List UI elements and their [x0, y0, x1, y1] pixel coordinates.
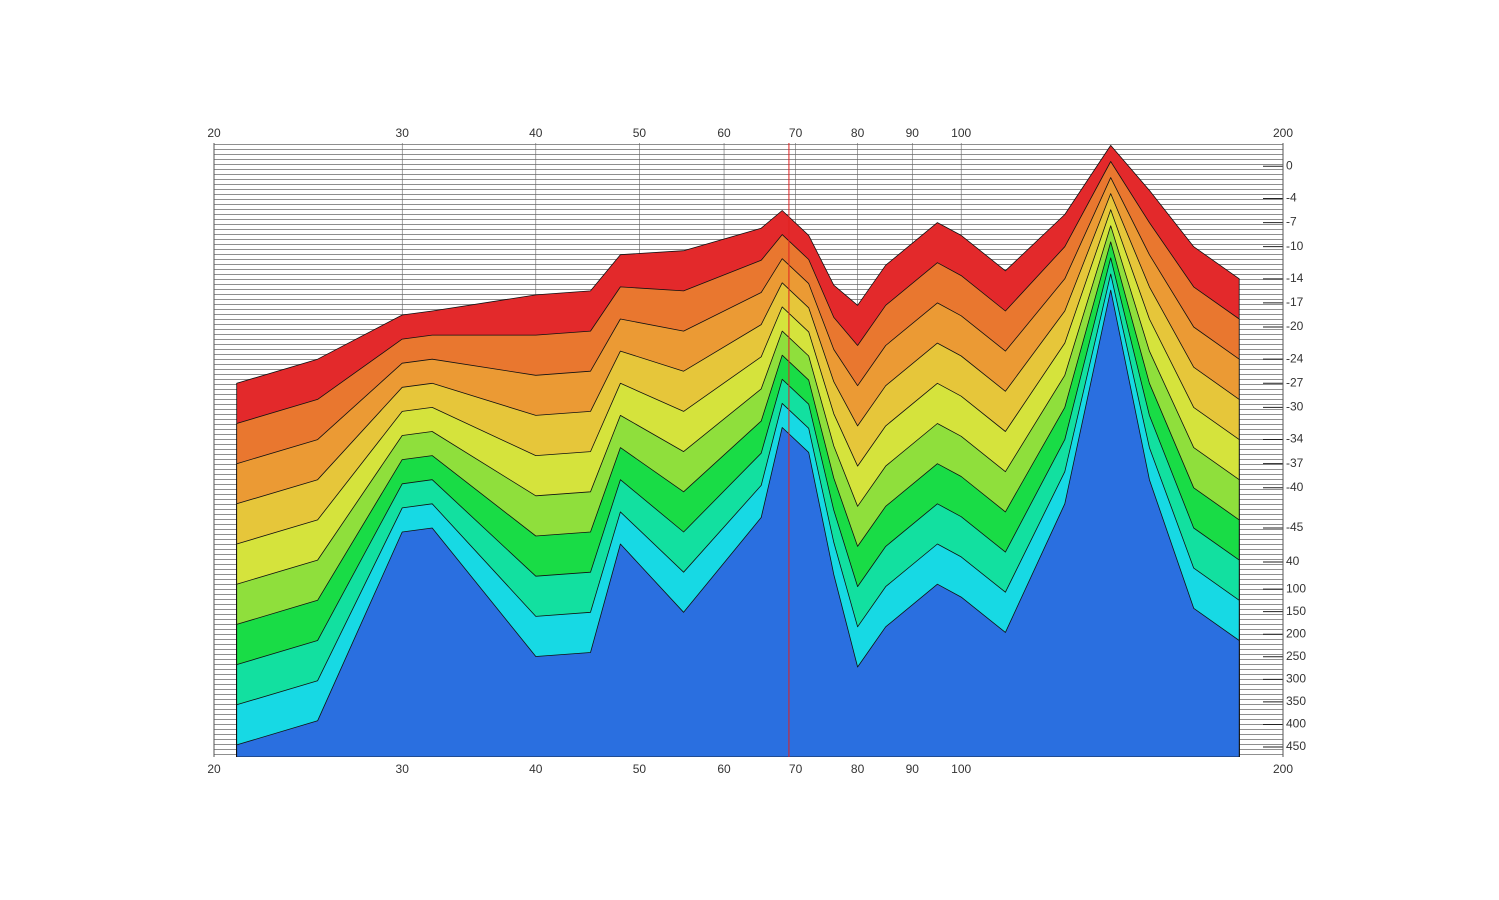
- y-tick-label: -7: [1286, 215, 1297, 229]
- y-tick-label: -4: [1286, 191, 1297, 205]
- y-tick-label: -30: [1286, 400, 1304, 414]
- x-tick-label-bottom: 70: [789, 762, 803, 776]
- y-tick-label: -10: [1286, 239, 1304, 253]
- x-tick-label-bottom: 100: [951, 762, 971, 776]
- y2-tick-label: 250: [1286, 649, 1306, 663]
- x-tick-label-top: 60: [717, 126, 731, 140]
- x-tick-label-bottom: 50: [633, 762, 647, 776]
- x-tick-label-bottom: 20: [207, 762, 221, 776]
- slices: [236, 145, 1240, 757]
- y2-tick-label: 40: [1286, 554, 1300, 568]
- y-tick-label: -24: [1286, 351, 1304, 365]
- y-tick-label: -20: [1286, 319, 1304, 333]
- y-tick-label: -34: [1286, 432, 1304, 446]
- y2-tick-label: 100: [1286, 581, 1306, 595]
- y-tick-label: -40: [1286, 480, 1304, 494]
- x-tick-label-top: 20: [207, 126, 221, 140]
- y-tick-label: -27: [1286, 375, 1304, 389]
- x-tick-label-top: 90: [906, 126, 920, 140]
- x-tick-label-top: 40: [529, 126, 543, 140]
- x-tick-label-top: 100: [951, 126, 971, 140]
- x-tick-label-top: 70: [789, 126, 803, 140]
- x-tick-label-bottom: 80: [851, 762, 865, 776]
- y-tick-label: 0: [1286, 158, 1293, 172]
- x-tick-label-bottom: 30: [396, 762, 410, 776]
- y2-tick-label: 200: [1286, 626, 1306, 640]
- y-tick-label: -17: [1286, 295, 1304, 309]
- y2-tick-label: 350: [1286, 694, 1306, 708]
- x-tick-label-top: 200: [1273, 126, 1293, 140]
- x-tick-label-bottom: 90: [906, 762, 920, 776]
- y-tick-label: -37: [1286, 456, 1304, 470]
- x-tick-label-bottom: 40: [529, 762, 543, 776]
- overlay: 20 20 30 30 40 40 50 50 60 60 70 70 80 80 90 90 100 100 20…: [207, 126, 1306, 776]
- y2-tick-label: 450: [1286, 739, 1306, 753]
- y2-tick-label: 150: [1286, 604, 1306, 618]
- y2-tick-label: 300: [1286, 672, 1306, 686]
- decay-slice: [236, 289, 1240, 757]
- x-tick-label-top: 80: [851, 126, 865, 140]
- x-tick-label-top: 50: [633, 126, 647, 140]
- x-tick-label-bottom: 200: [1273, 762, 1293, 776]
- x-tick-label-bottom: 60: [717, 762, 731, 776]
- y-tick-label: -45: [1286, 520, 1304, 534]
- y2-tick-label: 400: [1286, 717, 1306, 731]
- x-tick-label-top: 30: [396, 126, 410, 140]
- y-tick-label: -14: [1286, 271, 1304, 285]
